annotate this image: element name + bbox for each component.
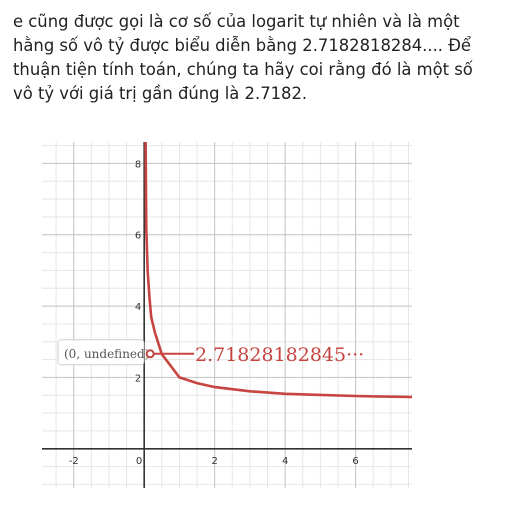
x-tick-label: 4	[282, 456, 288, 467]
paragraph: e cũng được gọi là cơ số của logarit tự …	[13, 10, 518, 106]
curve	[144, 141, 413, 399]
paragraph-line-2: hằng số vô tỷ được biểu diễn bằng 2.7182…	[13, 36, 472, 55]
open-point	[145, 349, 155, 359]
e-value-label: 2.71828182845···	[195, 344, 364, 366]
undefined-label-box	[57, 339, 145, 366]
annotations: (0, undefined) 2.71828182845···	[57, 339, 364, 366]
y-tick-label: 6	[135, 231, 141, 242]
minor-grid	[42, 142, 412, 488]
y-tick-label: 2	[135, 373, 141, 384]
y-tick-label: 4	[135, 302, 141, 313]
major-grid	[42, 142, 412, 488]
x-tick-label: 2	[211, 456, 217, 467]
paragraph-line-1: e cũng được gọi là cơ số của logarit tự …	[13, 12, 460, 31]
paragraph-line-4: vô tỷ với giá trị gần đúng là 2.7182.	[13, 84, 308, 103]
tick-labels: -2 0 2 4 6 2 4 6 8	[69, 159, 359, 466]
y-tick-label: 8	[135, 159, 141, 170]
paragraph-line-3: thuận tiện tính toán, chúng ta hãy coi r…	[13, 60, 473, 79]
x-tick-label: 6	[352, 456, 358, 467]
x-tick-label: 0	[136, 456, 142, 467]
x-tick-label: -2	[69, 456, 79, 467]
undefined-point-label: (0, undefined)	[64, 347, 149, 361]
